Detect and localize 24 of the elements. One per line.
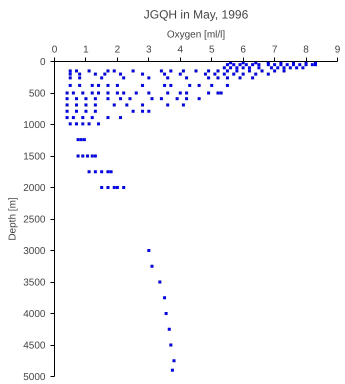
y-tick-label: 4000 [23, 309, 46, 320]
y-tick-label: 1500 [23, 152, 46, 162]
x-axis-title: Oxygen [ml/l] [166, 30, 226, 40]
y-tick-label: 500 [28, 88, 46, 100]
y-tick-label: 1000 [23, 120, 46, 131]
y-tick-label: 3500 [23, 278, 46, 288]
x-tick-label: 1 [83, 44, 90, 56]
x-tick-label: 8 [303, 44, 310, 56]
y-tick-label: 2000 [23, 183, 46, 194]
y-tick-label: 0 [40, 57, 46, 68]
chart-title: JGQH in May, 1996 [144, 8, 249, 22]
x-tick-label: 5 [208, 44, 215, 56]
y-axis-title: Depth [m] [7, 197, 18, 241]
x-tick-label: 6 [240, 44, 246, 56]
x-tick-label: 7 [272, 44, 278, 56]
y-tick-label: 4500 [23, 340, 46, 352]
x-tick-label: 4 [177, 44, 184, 56]
x-tick-label: 9 [334, 44, 341, 56]
x-tick-label: 3 [146, 44, 152, 56]
y-tick-label: 2500 [23, 214, 46, 226]
x-tick-label: 2 [114, 44, 121, 56]
y-tick-label: 5000 [23, 372, 46, 383]
x-tick-label: 0 [52, 44, 58, 56]
y-tick-label: 3000 [23, 246, 46, 257]
